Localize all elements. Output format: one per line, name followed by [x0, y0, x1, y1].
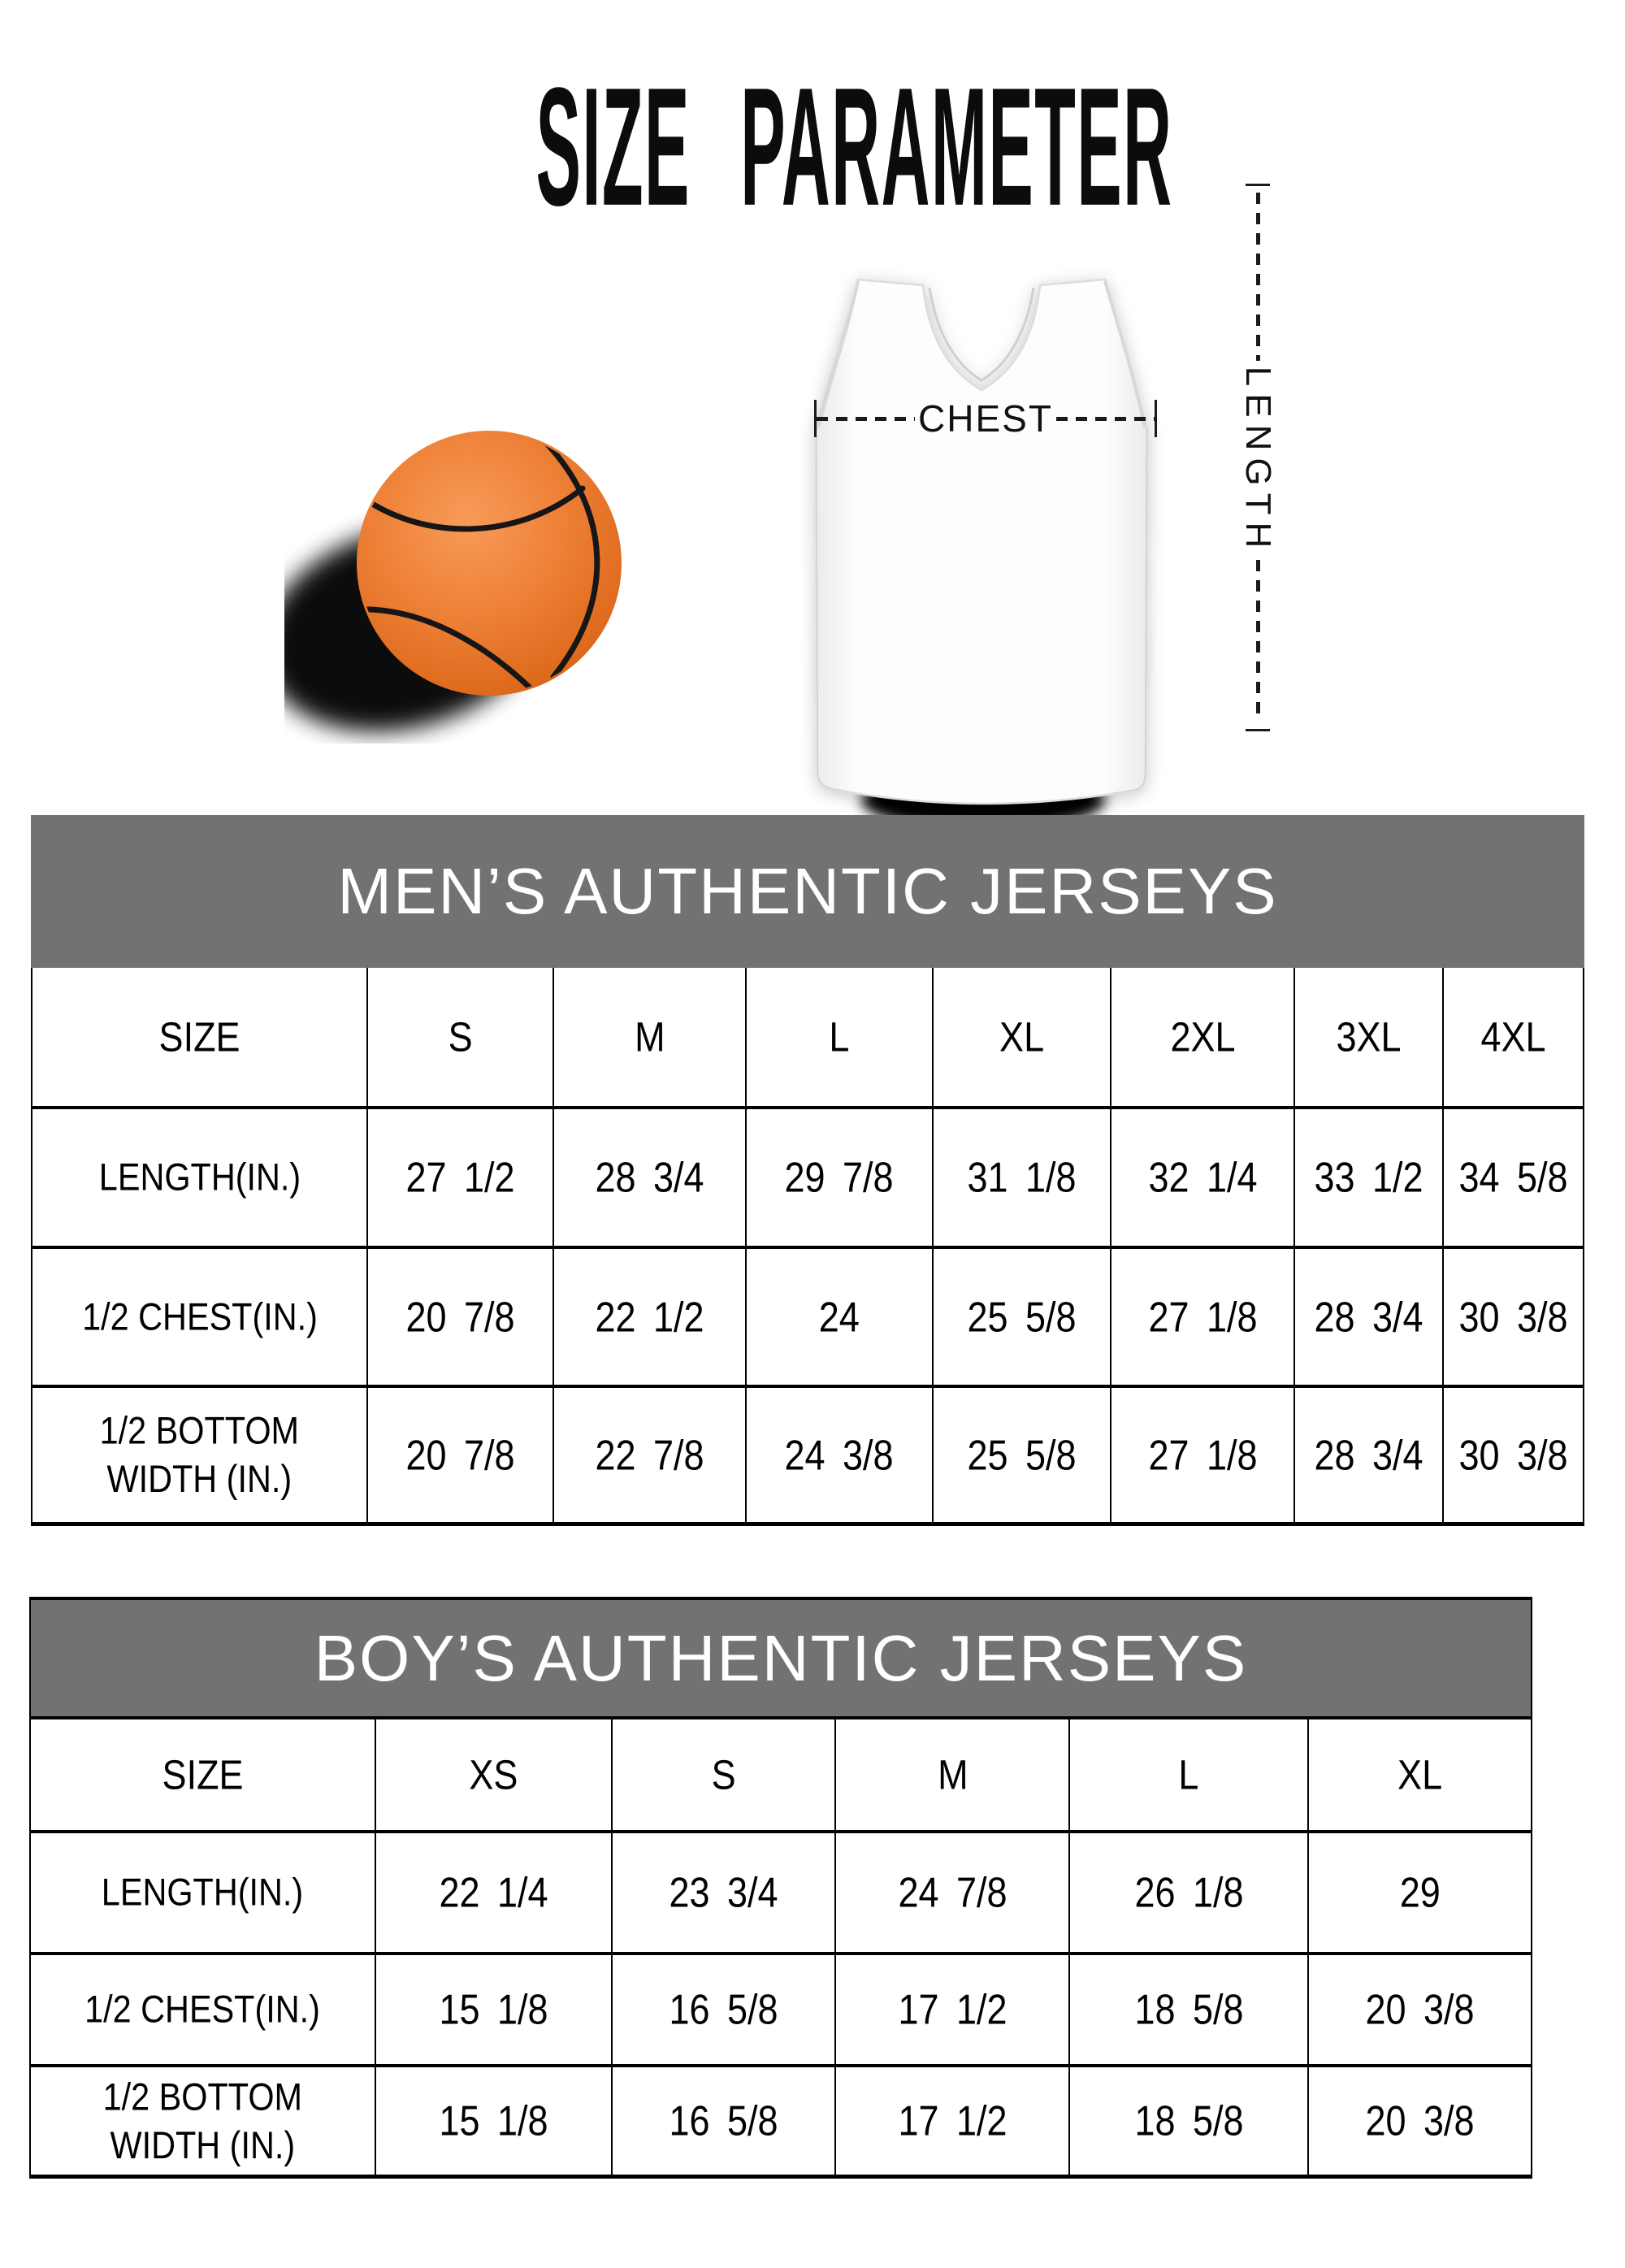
length-top-tick — [1246, 184, 1270, 186]
length-bottom-tick — [1246, 729, 1270, 731]
page-title-text: SIZE PARAMETER — [536, 53, 1173, 241]
size-header-cell: 2XL — [1110, 968, 1294, 1106]
size-value-cell: 29 — [1306, 1833, 1531, 1952]
row-label-cell: 1/2 CHEST(IN.) — [84, 1987, 321, 2031]
size-value-cell: 28 3/4 — [552, 1109, 745, 1246]
jersey-icon — [814, 278, 1149, 821]
size-value-cell: 18 5/8 — [1068, 2067, 1307, 2175]
size-value-cell: 17 1/2 — [834, 2067, 1068, 2175]
basketball-body — [357, 431, 622, 696]
mens-length-row: LENGTH(IN.) 27 1/2 28 3/4 29 7/8 31 1/8 … — [31, 1106, 1584, 1246]
size-value-cell: 28 3/4 — [1294, 1388, 1442, 1522]
boys-chest-row: 1/2 CHEST(IN.) 15 1/8 16 5/8 17 1/2 18 5… — [29, 1952, 1532, 2064]
size-header-cell: L — [744, 968, 932, 1106]
row-label-cell: LENGTH(IN.) — [98, 1155, 301, 1199]
size-header-cell: M — [552, 968, 745, 1106]
size-value-cell: 16 5/8 — [611, 1955, 834, 2064]
chest-dash-left — [817, 416, 916, 421]
size-value-cell: 25 5/8 — [931, 1388, 1110, 1522]
size-value-cell: 22 1/4 — [374, 1833, 612, 1952]
size-value-cell: 28 3/4 — [1294, 1249, 1442, 1385]
size-header-cell: S — [611, 1719, 834, 1830]
size-value-cell: 22 7/8 — [552, 1388, 745, 1522]
size-header-cell: L — [1068, 1719, 1307, 1830]
boys-bottom-width-row: 1/2 BOTTOM WIDTH (IN.) 15 1/8 16 5/8 17 … — [29, 2064, 1532, 2179]
size-value-cell: 33 1/2 — [1294, 1109, 1442, 1246]
size-value-cell: 24 — [744, 1249, 932, 1385]
chest-right-tick — [1155, 400, 1157, 437]
size-value-cell: 27 1/8 — [1110, 1249, 1294, 1385]
mens-header-row: SIZE S M L XL 2XL 3XL 4XL — [31, 968, 1584, 1106]
mens-bottom-width-row: 1/2 BOTTOM WIDTH (IN.) 20 7/8 22 7/8 24 … — [31, 1385, 1584, 1526]
boys-length-row: LENGTH(IN.) 22 1/4 23 3/4 24 7/8 26 1/8 … — [29, 1830, 1532, 1952]
size-value-cell: 18 5/8 — [1068, 1955, 1307, 2064]
chest-label: CHEST — [918, 397, 1053, 440]
mens-table-title: MEN’S AUTHENTIC JERSEYS — [337, 855, 1278, 927]
size-value-cell: 25 5/8 — [931, 1249, 1110, 1385]
jersey-body — [814, 278, 1149, 805]
size-value-cell: 17 1/2 — [834, 1955, 1068, 2064]
size-corner-cell: SIZE — [162, 1751, 244, 1798]
mens-size-table: MEN’S AUTHENTIC JERSEYS SIZE S M L XL 2X… — [31, 815, 1584, 1526]
size-value-cell: 27 1/2 — [366, 1109, 552, 1246]
boys-table-title: BOY’S AUTHENTIC JERSEYS — [314, 1621, 1248, 1694]
size-value-cell: 31 1/8 — [931, 1109, 1110, 1246]
row-label-cell: 1/2 BOTTOM WIDTH (IN.) — [99, 1408, 300, 1500]
row-label-cell: 1/2 CHEST(IN.) — [81, 1294, 318, 1338]
length-dash-bottom — [1255, 560, 1260, 722]
size-header-cell: XL — [931, 968, 1110, 1106]
size-header-cell: S — [366, 968, 552, 1106]
size-header-cell: XL — [1306, 1719, 1531, 1830]
row-label-cell: 1/2 BOTTOM WIDTH (IN.) — [102, 2075, 303, 2166]
size-value-cell: 23 3/4 — [611, 1833, 834, 1952]
size-value-cell: 22 1/2 — [552, 1249, 745, 1385]
size-value-cell: 30 3/8 — [1442, 1388, 1583, 1522]
page-title: SIZE PARAMETER — [84, 63, 1625, 231]
chest-measure-line: CHEST — [814, 399, 1157, 438]
size-value-cell: 27 1/8 — [1110, 1388, 1294, 1522]
size-value-cell: 15 1/8 — [374, 1955, 612, 2064]
size-value-cell: 20 3/8 — [1306, 2067, 1531, 2175]
size-corner-cell: SIZE — [158, 1013, 240, 1060]
chest-left-tick — [814, 400, 817, 437]
size-header-cell: 3XL — [1294, 968, 1442, 1106]
boys-size-table: BOY’S AUTHENTIC JERSEYS SIZE XS S M L XL… — [29, 1597, 1532, 2179]
size-value-cell: 26 1/8 — [1068, 1833, 1307, 1952]
size-header-cell: M — [834, 1719, 1068, 1830]
size-header-cell: XS — [374, 1719, 612, 1830]
size-value-cell: 20 3/8 — [1306, 1955, 1531, 2064]
size-value-cell: 29 7/8 — [744, 1109, 932, 1246]
size-value-cell: 24 7/8 — [834, 1833, 1068, 1952]
chest-dash-right — [1055, 416, 1155, 421]
size-value-cell: 16 5/8 — [611, 2067, 834, 2175]
mens-table-title-band: MEN’S AUTHENTIC JERSEYS — [31, 815, 1584, 968]
size-value-cell: 20 7/8 — [366, 1249, 552, 1385]
mens-chest-row: 1/2 CHEST(IN.) 20 7/8 22 1/2 24 25 5/8 2… — [31, 1246, 1584, 1385]
length-measure-line: LENGTH — [1233, 184, 1282, 757]
basketball-icon — [284, 431, 622, 732]
size-value-cell: 15 1/8 — [374, 2067, 612, 2175]
jersey-collar-line — [928, 287, 1035, 382]
length-label-box: LENGTH — [1164, 361, 1352, 560]
size-value-cell: 24 3/8 — [744, 1388, 932, 1522]
size-value-cell: 34 5/8 — [1442, 1109, 1583, 1246]
size-value-cell: 20 7/8 — [366, 1388, 552, 1522]
size-value-cell: 32 1/4 — [1110, 1109, 1294, 1246]
boys-table-title-band: BOY’S AUTHENTIC JERSEYS — [29, 1597, 1532, 1716]
row-label-cell: LENGTH(IN.) — [102, 1870, 304, 1914]
size-header-cell: 4XL — [1442, 968, 1583, 1106]
length-dash-top — [1255, 193, 1260, 361]
size-value-cell: 30 3/8 — [1442, 1249, 1583, 1385]
length-label: LENGTH — [1238, 366, 1279, 555]
boys-header-row: SIZE XS S M L XL — [29, 1716, 1532, 1830]
